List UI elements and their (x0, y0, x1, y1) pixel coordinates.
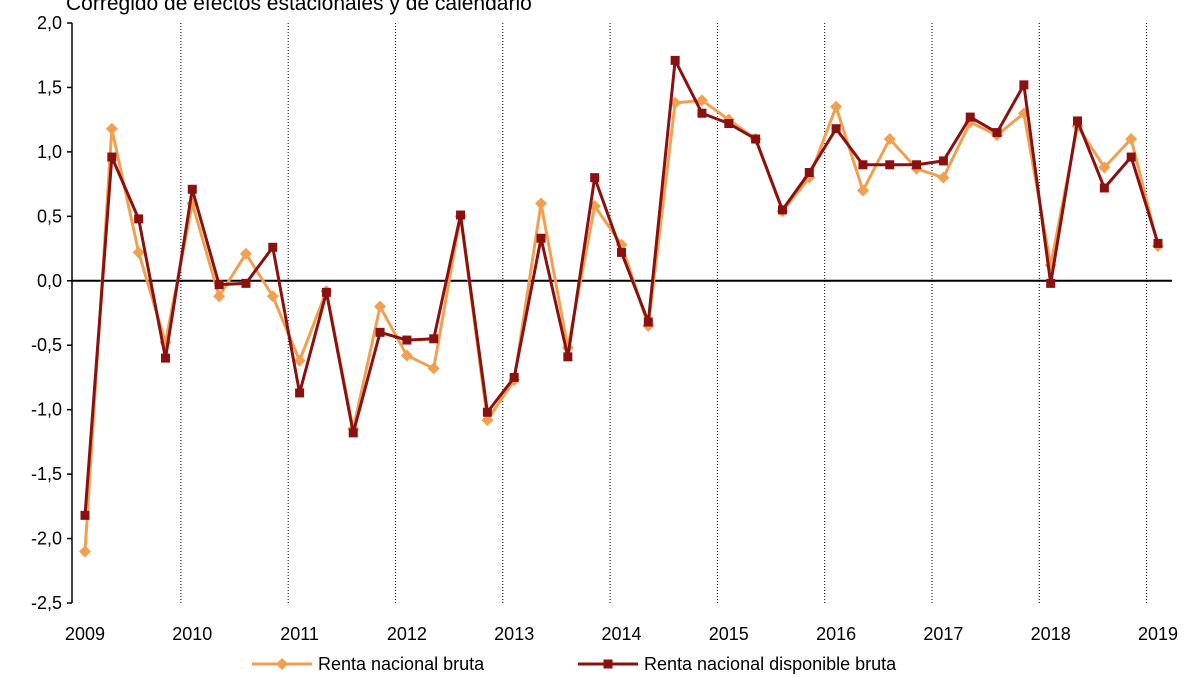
x-tick-label: 2018 (1031, 624, 1071, 644)
x-tick-label: 2015 (709, 624, 749, 644)
data-point (79, 545, 91, 558)
data-point (429, 334, 439, 344)
legend-label: Renta nacional disponible bruta (644, 654, 897, 674)
data-point (590, 173, 600, 183)
x-tick-label: 2012 (387, 624, 427, 644)
legend-label: Renta nacional bruta (318, 654, 485, 674)
x-tick-label: 2011 (280, 624, 319, 644)
data-point (697, 108, 707, 118)
data-point (132, 246, 145, 259)
data-point (938, 156, 948, 166)
gridlines (180, 23, 1148, 603)
data-point (456, 210, 466, 220)
legend: Renta nacional bruta Renta nacional dispo… (252, 654, 897, 674)
y-tick-label: 0,0 (37, 271, 62, 291)
data-point (1046, 278, 1056, 288)
data-point (1073, 116, 1083, 126)
data-point (643, 317, 653, 327)
data-point (295, 388, 305, 398)
y-tick-label: -0,5 (31, 335, 62, 355)
data-point (1126, 152, 1136, 162)
data-point (214, 280, 224, 290)
data-point (482, 407, 492, 417)
data-point (670, 55, 680, 65)
data-point (858, 160, 868, 170)
data-point (937, 171, 950, 184)
data-point (348, 428, 358, 438)
y-tick-label: 1,0 (37, 142, 62, 162)
data-point (268, 242, 278, 252)
data-point (239, 247, 252, 260)
series-line (83, 98, 1160, 552)
y-tick-label: 2,0 (37, 13, 62, 33)
data-point (885, 160, 895, 170)
data-point (965, 112, 975, 122)
data-point (535, 197, 548, 210)
legend-marker (603, 659, 613, 669)
data-point (751, 134, 761, 144)
data-point (293, 354, 306, 367)
data-point (536, 233, 546, 243)
x-tick-label: 2016 (816, 624, 856, 644)
y-tick-label: 0,5 (37, 206, 62, 226)
data-point (481, 413, 494, 426)
data-point (1153, 238, 1163, 248)
data-point (1099, 183, 1109, 193)
data-point (992, 128, 1002, 138)
y-tick-label: -2,5 (31, 593, 62, 613)
data-point (695, 94, 708, 107)
data-point (107, 152, 117, 162)
data-point (831, 124, 841, 134)
y-tick-label: 1,5 (37, 77, 62, 97)
data-point (427, 362, 440, 375)
data-point (563, 352, 573, 362)
data-point (856, 184, 869, 197)
data-point (187, 184, 197, 194)
y-tick-label: -1,0 (31, 400, 62, 420)
data-point (509, 372, 519, 382)
data-point (375, 327, 385, 337)
x-tick-label: 2014 (601, 624, 641, 644)
data-point (1098, 161, 1111, 174)
data-point (777, 205, 787, 215)
legend-marker (276, 658, 288, 670)
y-tick-label: -2,0 (31, 529, 62, 549)
data-point (883, 133, 896, 145)
data-point (912, 160, 922, 170)
data-point (241, 278, 251, 288)
data-point (830, 100, 843, 113)
data-point (402, 335, 412, 345)
data-point (321, 287, 331, 297)
chart-subtitle: Corregido de efectos estacionales y de c… (66, 0, 532, 15)
data-point (213, 290, 226, 303)
data-point (160, 353, 170, 363)
data-point (804, 168, 814, 178)
x-tick-label: 2013 (494, 624, 534, 644)
series (79, 55, 1164, 558)
x-tick-label: 2017 (923, 624, 963, 644)
data-point (266, 290, 279, 303)
data-point (105, 122, 118, 135)
data-point (1019, 80, 1029, 90)
data-point (1125, 133, 1138, 145)
data-point (724, 119, 734, 129)
y-tick-label: -1,5 (31, 464, 62, 484)
x-tick-label: 2009 (65, 624, 105, 644)
data-point (374, 300, 387, 313)
data-point (400, 349, 413, 362)
x-tick-label: 2010 (172, 624, 212, 644)
data-point (80, 510, 90, 520)
data-point (134, 214, 144, 224)
data-point (617, 247, 626, 257)
x-tick-label: 2019 (1138, 624, 1178, 644)
